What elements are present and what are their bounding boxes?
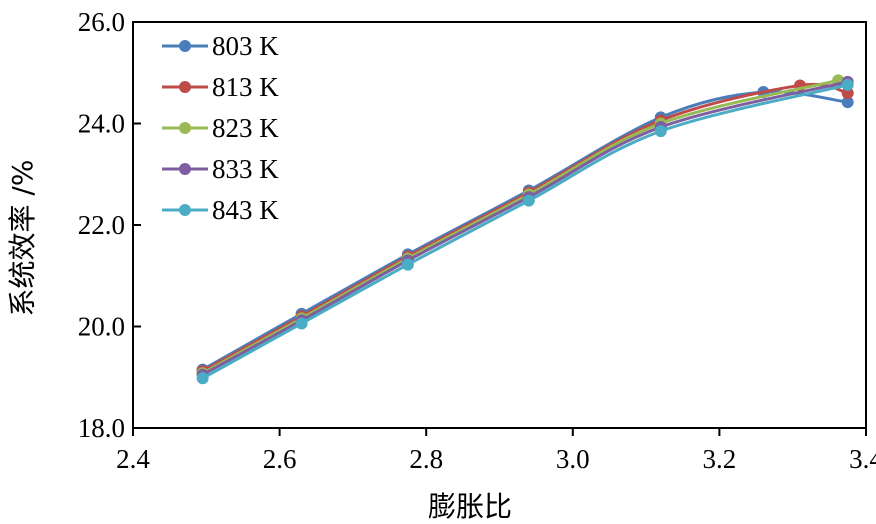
- legend-swatch-marker: [179, 122, 191, 134]
- legend-item: 803 K: [162, 31, 279, 61]
- series-line: [201, 78, 839, 375]
- data-point: [196, 372, 209, 385]
- y-tick-label: 22.0: [78, 210, 125, 240]
- y-axis-title: 系统效率 /%: [6, 160, 39, 317]
- legend-label: 843 K: [212, 195, 279, 225]
- x-tick-label: 3.4: [849, 444, 876, 474]
- x-tick-label: 2.6: [263, 444, 297, 474]
- series-layer: [196, 74, 854, 385]
- series-833-k: [196, 75, 854, 381]
- legend-swatch-marker: [179, 81, 191, 93]
- legend-label: 803 K: [212, 31, 279, 61]
- series-line: [201, 80, 849, 377]
- legend-label: 833 K: [212, 154, 279, 184]
- data-point: [522, 194, 535, 207]
- data-point: [841, 78, 854, 91]
- data-point: [295, 317, 308, 330]
- y-axis-ticks: 18.0 20.0 22.0 24.0 26.0: [78, 7, 141, 443]
- series-803-k: [196, 86, 854, 376]
- data-point: [401, 258, 414, 271]
- series-line: [201, 83, 849, 380]
- x-axis-ticks: 2.4 2.6 2.8 3.0 3.2 3.4: [116, 428, 876, 474]
- legend-label: 813 K: [212, 72, 279, 102]
- series-843-k: [196, 78, 854, 385]
- data-point: [841, 96, 854, 109]
- y-tick-label: 20.0: [78, 312, 125, 342]
- y-tick-label: 18.0: [78, 413, 125, 443]
- legend-item: 833 K: [162, 154, 279, 184]
- y-tick-label: 26.0: [78, 7, 125, 37]
- x-tick-label: 2.8: [409, 444, 443, 474]
- series-813-k: [196, 79, 854, 378]
- y-tick-label: 24.0: [78, 109, 125, 139]
- legend-item: 823 K: [162, 113, 279, 143]
- legend-swatch-marker: [179, 204, 191, 216]
- x-tick-label: 3.0: [556, 444, 590, 474]
- legend-item: 843 K: [162, 195, 279, 225]
- x-tick-label: 3.2: [703, 444, 737, 474]
- x-axis-title: 膨胀比: [428, 490, 512, 523]
- legend: 803 K 813 K 823 K 833 K 843 K: [162, 31, 279, 225]
- legend-item: 813 K: [162, 72, 279, 102]
- x-tick-label: 2.4: [116, 444, 150, 474]
- legend-swatch-marker: [179, 40, 191, 52]
- legend-swatch-marker: [179, 163, 191, 175]
- series-823-k: [196, 74, 845, 380]
- legend-label: 823 K: [212, 113, 279, 143]
- data-point: [654, 125, 667, 138]
